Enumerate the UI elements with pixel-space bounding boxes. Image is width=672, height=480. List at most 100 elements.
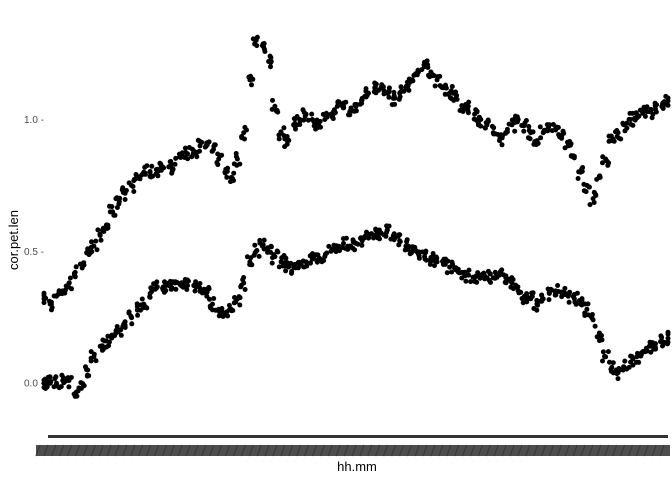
data-point (219, 309, 225, 314)
data-point (358, 235, 364, 241)
data-point (345, 246, 351, 252)
data-point (531, 141, 537, 147)
data-point (473, 107, 479, 113)
data-point (48, 302, 54, 307)
data-point (300, 258, 306, 264)
data-point (283, 255, 289, 261)
data-point (559, 289, 564, 295)
data-point (341, 240, 346, 246)
data-point (282, 144, 288, 150)
data-point (182, 145, 188, 151)
x-tick-label-glyph (59, 444, 65, 457)
data-point (596, 330, 602, 336)
data-point (606, 133, 612, 139)
data-point (500, 272, 506, 278)
data-point (398, 84, 404, 90)
data-point (269, 260, 275, 266)
data-point (211, 296, 217, 301)
data-point (534, 301, 540, 307)
data-point (169, 285, 175, 291)
x-tick-label-glyph (98, 444, 104, 457)
data-point (660, 343, 665, 349)
data-point (84, 372, 90, 378)
x-tick-label-glyph (477, 444, 483, 457)
x-tick-label-glyph (335, 444, 341, 457)
data-point (449, 269, 455, 275)
data-point (274, 248, 280, 254)
x-tick-label-glyph (169, 444, 175, 457)
x-tick-label-glyph (367, 444, 373, 457)
data-point (530, 129, 536, 135)
data-point (58, 384, 64, 390)
data-point (66, 280, 72, 286)
data-point (600, 160, 605, 166)
data-point (508, 284, 514, 290)
data-point (613, 129, 618, 135)
x-tick-label-glyph (240, 444, 246, 457)
x-axis-label: hh.mm (337, 459, 377, 474)
data-point (129, 321, 135, 327)
data-point (489, 123, 495, 129)
data-point (103, 344, 109, 350)
data-point (391, 237, 397, 243)
data-point (219, 152, 225, 158)
data-point (114, 195, 120, 201)
data-point (546, 297, 552, 303)
data-point (302, 113, 308, 119)
data-point (449, 259, 455, 265)
data-point (254, 248, 260, 253)
data-point (610, 360, 616, 366)
x-tick-label-glyph (485, 444, 491, 457)
data-point (341, 100, 347, 106)
data-point (644, 348, 650, 354)
data-point (396, 242, 402, 248)
data-point (249, 82, 254, 88)
x-tick-label-glyph (383, 444, 389, 457)
data-point (269, 106, 275, 112)
data-point (453, 89, 459, 95)
data-point (293, 126, 298, 132)
data-point (295, 260, 301, 265)
data-point (648, 107, 654, 113)
data-point (71, 270, 77, 276)
x-tick-label-glyph (296, 444, 302, 457)
data-point (249, 262, 255, 268)
data-point (330, 116, 336, 122)
data-point (497, 136, 503, 142)
data-point (592, 323, 598, 329)
data-point (114, 205, 120, 210)
data-point (539, 298, 545, 304)
data-point (196, 281, 202, 287)
data-point (95, 227, 101, 233)
data-point (376, 227, 382, 233)
data-point (271, 252, 277, 258)
data-point (465, 107, 471, 113)
data-point (581, 188, 587, 194)
x-tick-label-glyph (122, 444, 128, 457)
data-point (163, 288, 169, 293)
data-point (466, 267, 472, 273)
data-point (220, 314, 226, 319)
x-tick-label-glyph (67, 444, 73, 457)
data-point (230, 308, 236, 313)
data-point (238, 284, 244, 290)
data-point (118, 332, 124, 338)
data-point (652, 344, 658, 350)
data-point (632, 117, 638, 123)
data-point (231, 170, 237, 176)
data-point (527, 136, 533, 142)
data-point (123, 188, 129, 193)
x-tick-label-glyph (232, 444, 239, 457)
x-tick-label-glyph (193, 444, 199, 457)
data-point (606, 160, 612, 166)
data-point (622, 358, 628, 364)
x-tick-label-glyph (643, 444, 649, 457)
x-tick-label-glyph (572, 444, 578, 457)
x-tick-label-glyph (635, 444, 641, 457)
data-point (232, 295, 237, 300)
data-point (78, 380, 84, 386)
data-point (144, 305, 150, 311)
data-point (351, 108, 357, 114)
x-tick-label-glyph (580, 444, 586, 457)
x-tick-label-glyph (343, 444, 349, 457)
